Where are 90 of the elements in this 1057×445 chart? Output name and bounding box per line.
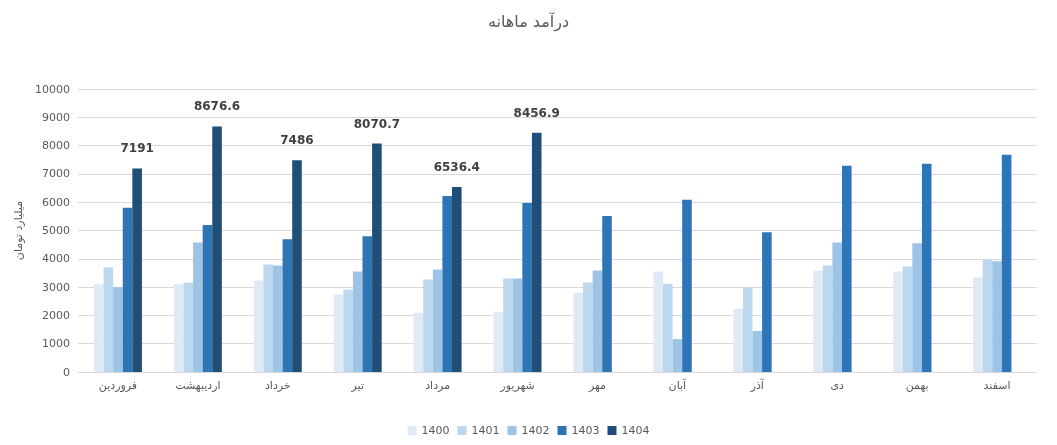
legend-label: 1402 <box>521 424 550 437</box>
bar <box>832 242 842 372</box>
bar <box>202 225 213 372</box>
bar <box>992 261 1002 372</box>
bar <box>982 259 993 372</box>
bar <box>493 311 504 372</box>
data-label: 7191 <box>120 141 154 156</box>
bar <box>442 195 453 372</box>
bar <box>682 199 692 372</box>
bar <box>662 283 673 372</box>
bar <box>132 168 142 372</box>
data-label: 8070.7 <box>353 116 401 131</box>
bar <box>672 339 683 372</box>
bar <box>113 287 123 372</box>
x-tick-label: تیر <box>350 379 364 392</box>
x-tick-label: فروردین <box>98 379 138 392</box>
y-tick-label: 7000 <box>42 167 70 181</box>
bar <box>122 207 133 372</box>
bar <box>183 282 194 372</box>
bar <box>173 284 184 372</box>
x-tick-label: دی <box>830 379 845 392</box>
x-tick-label: مرداد <box>425 379 451 392</box>
data-label: 7486 <box>280 133 314 148</box>
y-tick-label: 8000 <box>42 139 70 153</box>
bar <box>512 278 523 372</box>
bar <box>333 294 344 372</box>
bar <box>193 242 203 372</box>
bar <box>583 282 593 372</box>
chart-title: درآمد ماهانه <box>487 11 570 32</box>
bar <box>212 126 222 372</box>
bar <box>432 269 443 372</box>
bar <box>902 266 913 372</box>
bar <box>592 270 603 372</box>
x-tick-label: اسفند <box>983 379 1011 392</box>
data-label: 8676.6 <box>193 99 241 114</box>
bar <box>973 277 983 372</box>
bar <box>503 278 513 372</box>
bar <box>362 236 373 372</box>
y-tick-label: 9000 <box>42 110 70 124</box>
y-tick-label: 0 <box>63 365 70 379</box>
legend-label: 1400 <box>421 424 450 437</box>
legend-label: 1403 <box>571 424 600 437</box>
bar <box>292 160 302 372</box>
bar <box>762 232 772 372</box>
bar <box>912 243 922 372</box>
bar <box>742 287 753 372</box>
bar <box>103 267 114 372</box>
bar <box>733 308 743 372</box>
x-tick-label: اردیبهشت <box>175 379 221 392</box>
x-tick-label: بهمن <box>905 379 929 392</box>
bar <box>352 271 363 372</box>
y-tick-label: 10000 <box>35 82 70 96</box>
bar <box>573 292 584 372</box>
y-tick-label: 4000 <box>42 252 70 266</box>
y-tick-label: 5000 <box>42 224 70 237</box>
bar <box>253 280 264 372</box>
bar <box>452 187 462 372</box>
bar <box>343 289 353 372</box>
bar <box>522 203 532 372</box>
bar <box>842 165 852 372</box>
bar <box>822 265 833 372</box>
legend-label: 1401 <box>471 424 500 437</box>
bar <box>1001 154 1012 372</box>
bar <box>423 279 433 372</box>
legend-label: 1404 <box>621 424 650 437</box>
bar <box>653 271 663 372</box>
bar <box>93 284 104 372</box>
bar <box>921 163 932 372</box>
bar <box>531 132 542 372</box>
bar <box>752 330 763 372</box>
y-tick-label: 1000 <box>42 337 70 351</box>
bar <box>413 312 424 372</box>
x-tick-label: مهر <box>587 379 607 392</box>
y-tick-label: 6000 <box>42 195 70 209</box>
y-tick-label: 2000 <box>42 308 70 322</box>
bar <box>813 270 823 372</box>
x-tick-label: آبان <box>668 378 688 392</box>
bar <box>273 265 283 372</box>
y-tick-label: 3000 <box>42 280 70 294</box>
bar <box>893 271 903 372</box>
bar <box>372 143 382 372</box>
data-label: 8456.9 <box>513 105 560 120</box>
x-tick-label: آذر <box>749 378 765 392</box>
y-axis-title: میلیارد تومان <box>12 200 26 261</box>
bar <box>282 239 293 372</box>
bar <box>602 216 612 372</box>
x-tick-label: شهریور <box>499 379 535 392</box>
bar <box>263 264 273 372</box>
x-tick-label: خرداد <box>264 379 291 392</box>
data-label: 6536.4 <box>433 160 480 175</box>
